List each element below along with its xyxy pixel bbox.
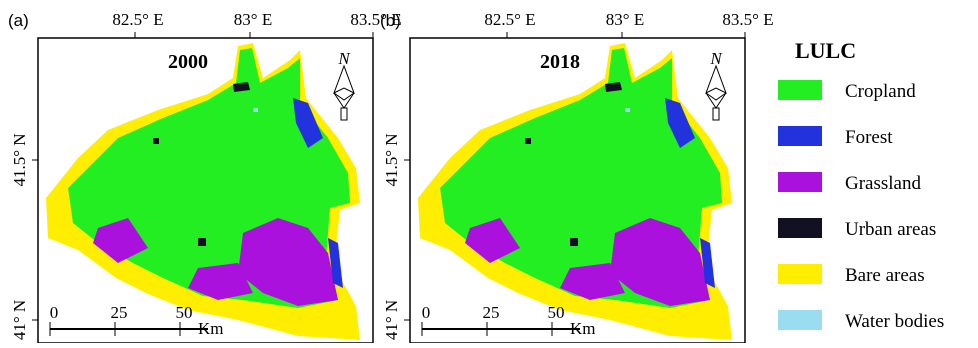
north-arrow [334,93,354,108]
scale-label: 50 [548,303,565,322]
scale-label: 25 [483,303,500,322]
y-tick-label: 41.5° N [382,133,401,186]
scale-label: 25 [111,303,128,322]
legend-label: Forest [845,127,893,148]
year-label: 2018 [540,51,580,73]
scale-label: 0 [422,303,431,322]
legend-swatch [778,218,822,238]
x-tick-label: 82.5° E [484,10,535,29]
legend-title: LULC [795,38,856,63]
y-tick-label: 41° N [382,300,401,340]
north-label: N [337,49,351,68]
x-tick-label: 83° E [234,10,272,29]
scale-unit: Km [570,319,596,338]
x-tick-label: 83° E [606,10,644,29]
scale-unit: Km [198,319,224,338]
lulc-map [46,43,360,340]
panel-label: (b) [380,11,401,30]
map-panel: (b) 2018 82.5° E 83° E 83.5° E 41.5° N 41° N 0 2… [380,10,774,343]
panel-label: (a) [8,11,29,30]
legend-swatch [778,172,822,192]
legend-swatch [778,310,822,330]
legend-label: Bare areas [845,265,925,286]
x-tick-label: 83.5° E [722,10,773,29]
lulc-map [418,43,732,340]
north-arrow [713,108,719,120]
figure: (a) 2000 82.5° E 83° E 83.5° E 41.5° N 41° N 0 2… [0,0,978,343]
legend-label: Water bodies [845,311,944,332]
legend-swatch [778,126,822,146]
north-arrow [706,93,726,108]
legend-swatch [778,264,822,284]
north-label: N [709,49,723,68]
north-arrow [706,66,726,93]
scale-label: 0 [50,303,59,322]
year-label: 2000 [168,51,208,73]
y-tick-label: 41° N [10,300,29,340]
legend-label: Cropland [845,81,916,102]
x-tick-label: 82.5° E [112,10,163,29]
north-arrow [341,108,347,120]
legend-label: Grassland [845,173,921,194]
y-tick-label: 41.5° N [10,133,29,186]
scale-label: 50 [176,303,193,322]
legend-swatch [778,80,822,100]
north-arrow [334,66,354,93]
legend-label: Urban areas [845,219,936,240]
